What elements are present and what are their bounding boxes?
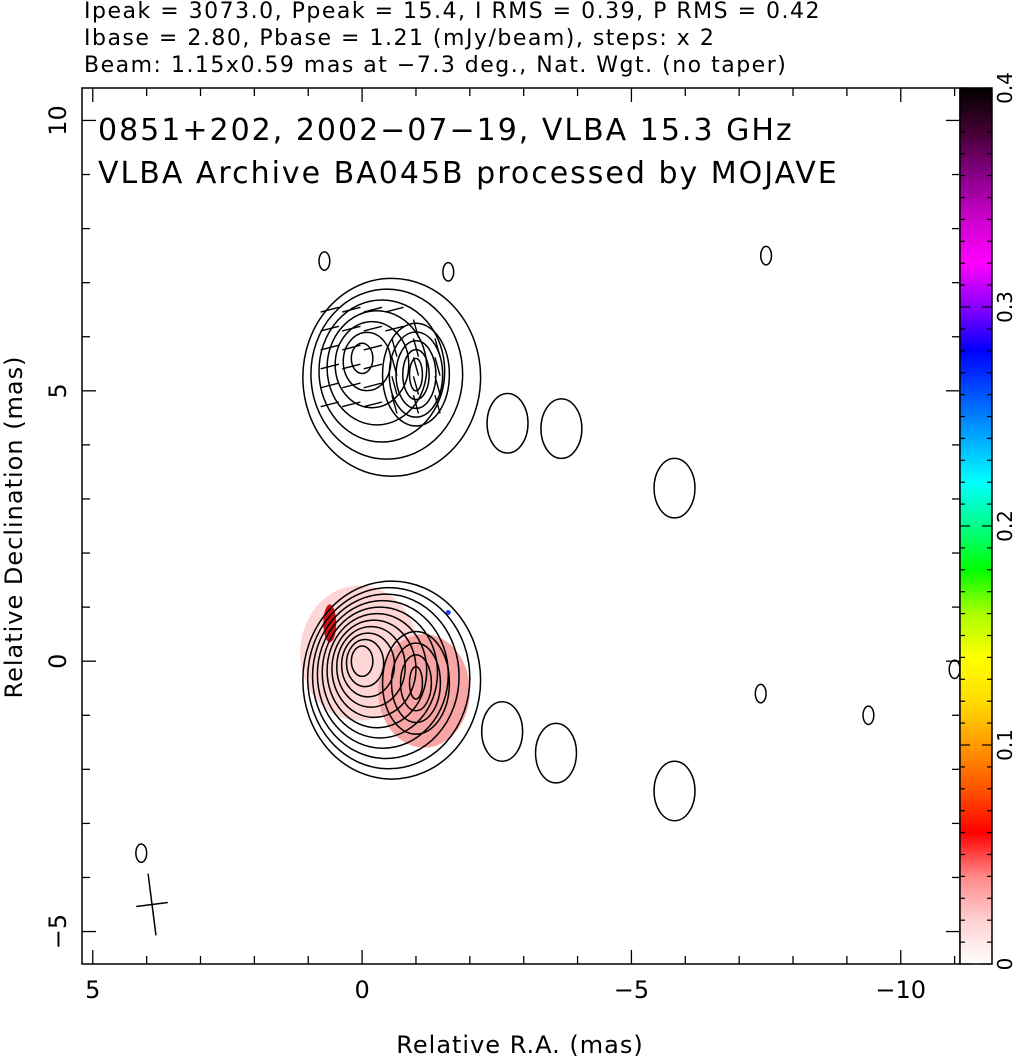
contour-line: [310, 288, 464, 460]
contour-line: [399, 654, 433, 712]
colorbar-tick-label: 0.2: [993, 510, 1017, 542]
polarization-vector: [434, 395, 441, 414]
polarization-vector: [412, 338, 420, 357]
polarization-vector: [320, 344, 340, 351]
contour-line: [302, 277, 482, 478]
contour-line: [381, 630, 451, 735]
contour-line: [345, 638, 385, 688]
small-contour: [754, 683, 767, 704]
contour-line: [390, 642, 442, 724]
polarization-vector: [342, 344, 361, 351]
polarization-vector: [412, 376, 420, 395]
jet-knot-contour: [653, 457, 696, 519]
colorbar-tick-label: 0: [993, 958, 1017, 971]
polarization-vector: [320, 401, 340, 408]
x-tick-label: 5: [85, 976, 100, 1004]
polarization-vector: [391, 395, 398, 414]
contour-line: [350, 342, 374, 375]
polarization-vector: [320, 306, 340, 313]
contour-line: [408, 665, 424, 700]
contour-line: [336, 625, 406, 708]
polarization-vector: [385, 306, 404, 313]
polarization-vector: [412, 395, 420, 414]
jet-knot-contour: [653, 760, 696, 822]
polarization-vector: [391, 338, 398, 357]
contour-line: [326, 612, 428, 729]
small-contour: [948, 659, 960, 680]
polarization-vector: [434, 338, 441, 357]
small-contour: [759, 245, 773, 266]
polarization-vector: [342, 382, 361, 389]
polarization-vector: [385, 325, 404, 332]
polarization-vector: [434, 376, 441, 395]
contour-line: [306, 586, 471, 770]
polarization-vector: [363, 363, 383, 370]
polarization-vector: [363, 306, 383, 313]
contour-line: [388, 331, 444, 418]
jet-knot-contour: [480, 700, 524, 762]
contour-line: [302, 580, 482, 780]
jet-knot-contour: [486, 392, 529, 454]
x-axis-title: Relative R.A. (mas): [396, 1031, 643, 1059]
y-tick-label: 5: [44, 383, 72, 398]
y-axis-title: Relative Declination (mas): [0, 355, 28, 698]
polarization-vector: [412, 357, 420, 376]
contour-line: [381, 322, 451, 427]
contour-line: [408, 357, 424, 392]
polarization-vector: [363, 382, 383, 389]
annotation-line-2: VLBA Archive BA045B processed by MOJAVE: [98, 156, 839, 191]
polarization-vector: [363, 401, 383, 408]
colorbar-tick-label: 0.4: [993, 72, 1017, 104]
x-tick-label: −10: [875, 976, 926, 1004]
y-tick-label: 10: [44, 105, 72, 136]
contour-line: [321, 606, 439, 739]
polarization-vector: [412, 319, 420, 338]
contour-line: [311, 593, 460, 760]
polarization-vector: [342, 325, 361, 332]
polarization-vector: [391, 357, 398, 376]
polarization-vector: [434, 357, 441, 376]
polarization-vector: [320, 325, 340, 332]
x-tick-label: 0: [354, 976, 369, 1004]
contour-line: [402, 348, 430, 401]
y-tick-label: −5: [44, 914, 72, 949]
contour-line: [331, 619, 417, 719]
small-contour: [135, 843, 148, 864]
polarization-vector: [342, 401, 361, 408]
x-tick-label: −5: [614, 976, 649, 1004]
colorbar-tick-label: 0.3: [993, 291, 1017, 323]
annotation-line-1: 0851+202, 2002−07−19, VLBA 15.3 GHz: [98, 113, 794, 148]
header-line-1: Ipeak = 3073.0, Ppeak = 15.4, I RMS = 0.…: [84, 0, 821, 24]
plot-frame: [81, 87, 961, 965]
polarization-vector: [391, 376, 398, 395]
contour-line: [318, 299, 446, 443]
polarization-vector: [320, 363, 340, 370]
small-contour: [862, 705, 875, 726]
polarization-vector: [342, 363, 361, 370]
contour-line: [395, 340, 437, 410]
beam-minor-axis: [136, 901, 168, 908]
polarization-vector: [363, 325, 383, 332]
polarization-color-point: [445, 610, 451, 616]
jet-knot-contour: [534, 722, 578, 784]
small-contour: [318, 251, 331, 271]
header-line-2: Ibase = 2.80, Pbase = 1.21 (mJy/beam), s…: [84, 26, 716, 51]
header-line-3: Beam: 1.15x0.59 mas at −7.3 deg., Nat. W…: [84, 53, 788, 78]
contour-line: [350, 645, 374, 678]
polarization-vector: [363, 344, 383, 351]
colorbar-tick-label: 0.1: [993, 729, 1017, 761]
polarization-vector: [320, 382, 340, 389]
polarization-vector: [342, 306, 361, 313]
jet-knot-contour: [540, 398, 583, 460]
y-tick-label: 0: [44, 654, 72, 669]
small-contour: [442, 261, 455, 282]
